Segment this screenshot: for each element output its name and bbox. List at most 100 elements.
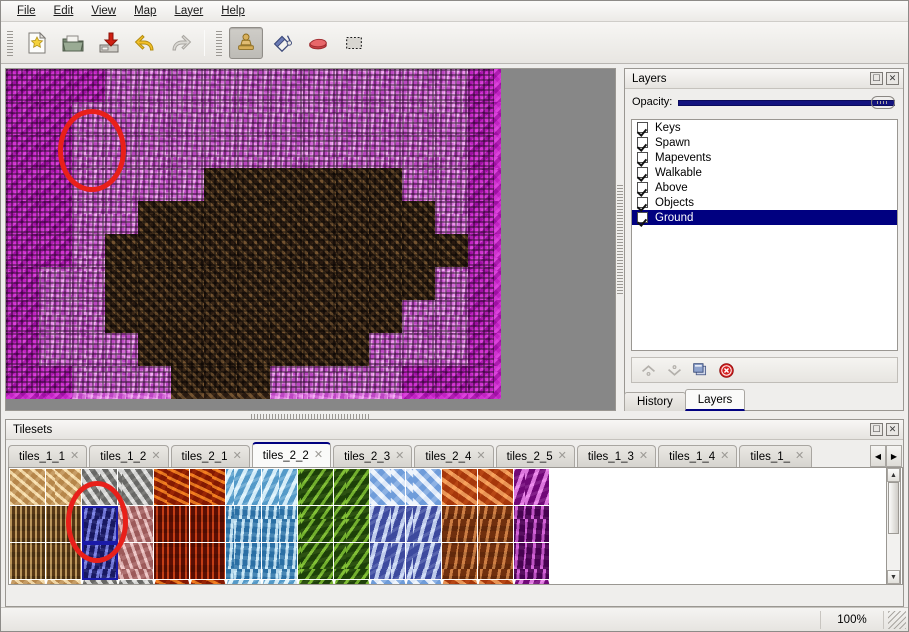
map-tile[interactable] (138, 102, 171, 135)
map-tile[interactable] (6, 366, 39, 399)
map-tile[interactable] (105, 135, 138, 168)
map-tile[interactable] (204, 168, 237, 201)
map-tile[interactable] (138, 201, 171, 234)
palette-tile[interactable] (118, 580, 154, 584)
map-tile[interactable] (171, 366, 204, 399)
map-tile[interactable] (171, 168, 204, 201)
map-tile[interactable] (204, 300, 237, 333)
close-icon[interactable]: ✕ (886, 423, 899, 436)
tab-scroll-left-button[interactable]: ◀ (870, 445, 886, 467)
map-tile[interactable] (6, 168, 39, 201)
map-tile[interactable] (270, 69, 303, 102)
map-tile[interactable] (204, 234, 237, 267)
map-tile[interactable] (72, 102, 105, 135)
palette-tile[interactable] (370, 543, 406, 580)
map-tile[interactable] (369, 267, 402, 300)
map-tile[interactable] (171, 201, 204, 234)
layer-visibility-checkbox[interactable] (637, 122, 648, 133)
palette-tile[interactable] (154, 543, 190, 580)
map-tile[interactable] (468, 300, 501, 333)
layer-row[interactable]: Objects (632, 195, 897, 210)
tools-drag-handle[interactable] (215, 29, 224, 56)
tab-close-icon[interactable]: ✕ (557, 450, 567, 462)
map-tile[interactable] (435, 69, 468, 102)
map-tile[interactable] (39, 168, 72, 201)
map-tile[interactable] (6, 69, 39, 102)
map-tile[interactable] (435, 333, 468, 366)
tileset-tab-tiles_1_3[interactable]: tiles_1_3 ✕ (576, 445, 657, 467)
map-tile[interactable] (468, 366, 501, 399)
map-tile[interactable] (204, 267, 237, 300)
palette-tile[interactable] (262, 469, 298, 506)
tileset-tab-tiles_2_1[interactable]: tiles_2_1 ✕ (170, 445, 250, 467)
layer-visibility-checkbox[interactable] (637, 137, 648, 148)
move-layer-up-button[interactable] (638, 360, 658, 380)
tileset-tab-tiles_2_5[interactable]: tiles_2_5 ✕ (495, 445, 575, 467)
map-tile[interactable] (138, 333, 171, 366)
map-tile[interactable] (336, 69, 369, 102)
map-tile[interactable] (369, 168, 402, 201)
layer-visibility-checkbox[interactable] (637, 152, 648, 163)
menu-item-layer[interactable]: Layer (165, 3, 212, 20)
palette-tile[interactable] (298, 469, 334, 506)
map-tile[interactable] (138, 168, 171, 201)
tab-close-icon[interactable]: ✕ (313, 449, 324, 461)
tab-close-icon[interactable]: ✕ (476, 450, 486, 462)
palette-tile[interactable] (514, 543, 550, 580)
palette-tile[interactable] (442, 469, 478, 506)
layer-row[interactable]: Walkable (632, 165, 897, 180)
map-tile[interactable] (105, 333, 138, 366)
map-tile[interactable] (105, 300, 138, 333)
map-tile[interactable] (72, 300, 105, 333)
map-tile[interactable] (270, 300, 303, 333)
tab-close-icon[interactable]: ✕ (151, 450, 161, 462)
tab-layers[interactable]: Layers (684, 389, 746, 411)
save-map-button[interactable] (92, 27, 126, 59)
tileset-tab-tiles_2_3[interactable]: tiles_2_3 ✕ (333, 445, 413, 467)
palette-tile[interactable] (154, 469, 190, 506)
palette-tile[interactable] (82, 580, 118, 584)
palette-tile[interactable] (190, 469, 226, 506)
palette-tile[interactable] (514, 469, 550, 506)
tileset-tab-tiles_2_4[interactable]: tiles_2_4 ✕ (414, 445, 494, 467)
palette-tile[interactable] (298, 580, 334, 584)
palette-tile[interactable] (514, 506, 550, 543)
map-tile[interactable] (204, 102, 237, 135)
palette-tile[interactable] (154, 580, 190, 584)
map-tile[interactable] (138, 69, 171, 102)
canvas-horizontal-scrollbar[interactable] (5, 394, 616, 410)
map-tile[interactable] (468, 135, 501, 168)
map-tile[interactable] (303, 102, 336, 135)
select-tool-button[interactable] (337, 27, 371, 59)
map-tile[interactable] (336, 333, 369, 366)
map-tile[interactable] (435, 135, 468, 168)
palette-tile[interactable] (46, 506, 82, 543)
palette-tile[interactable] (46, 469, 82, 506)
map-tile[interactable] (171, 333, 204, 366)
map-tile[interactable] (435, 168, 468, 201)
palette-tile[interactable] (478, 469, 514, 506)
map-tile[interactable] (138, 267, 171, 300)
undock-icon[interactable]: ☐ (870, 423, 883, 436)
map-tile[interactable] (72, 267, 105, 300)
tab-close-icon[interactable]: ✕ (395, 450, 405, 462)
map-tile[interactable] (336, 366, 369, 399)
map-tile[interactable] (6, 333, 39, 366)
map-tile[interactable] (171, 135, 204, 168)
map-tile[interactable] (435, 102, 468, 135)
palette-tile[interactable] (226, 543, 262, 580)
layer-row[interactable]: Mapevents (632, 150, 897, 165)
map-tile[interactable] (435, 201, 468, 234)
palette-tile[interactable] (82, 543, 118, 580)
map-tile[interactable] (435, 234, 468, 267)
palette-tile[interactable] (514, 580, 550, 584)
palette-tile[interactable] (262, 543, 298, 580)
palette-tile[interactable] (334, 469, 370, 506)
redo-button[interactable] (164, 27, 198, 59)
palette-tile[interactable] (406, 543, 442, 580)
palette-tile[interactable] (406, 469, 442, 506)
palette-tile[interactable] (226, 580, 262, 584)
map-tile[interactable] (435, 300, 468, 333)
undo-button[interactable] (128, 27, 162, 59)
map-canvas-pane[interactable] (5, 68, 616, 411)
